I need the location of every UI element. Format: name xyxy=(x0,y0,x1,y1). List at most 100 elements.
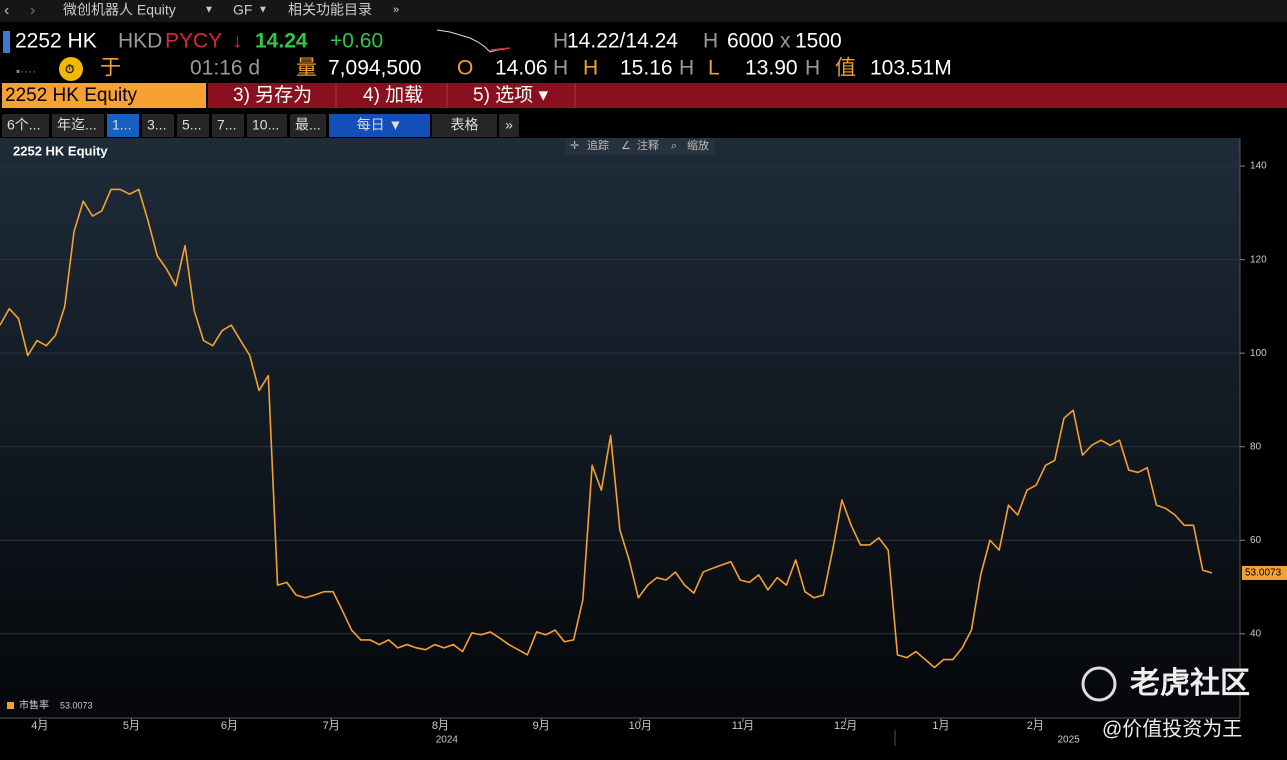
menu-bar xyxy=(208,83,1287,108)
pycy: PYCY xyxy=(165,30,222,53)
source-menu[interactable]: GF xyxy=(233,2,252,18)
tab[interactable] xyxy=(142,114,174,137)
price-change: +0.60 xyxy=(330,30,383,53)
tool-button[interactable]: 追踪 xyxy=(587,138,609,152)
dropdown-icon: ▼ xyxy=(204,5,214,16)
tab[interactable] xyxy=(499,114,519,137)
down-arrow: ↓ xyxy=(232,30,243,53)
value-label: 值 xyxy=(835,57,856,80)
tab-label: 1... xyxy=(112,117,131,133)
tab-label: 最... xyxy=(295,117,321,133)
security-menu[interactable]: 微创机器人 Equity xyxy=(63,2,176,18)
high: 15.16 xyxy=(620,57,673,80)
x-tick-label: 6月 xyxy=(221,720,238,732)
tab[interactable] xyxy=(247,114,287,137)
bid-size: 6000 xyxy=(727,30,774,53)
x-tick-label: 7月 xyxy=(323,720,340,732)
tool-icon: ✛ xyxy=(570,140,579,152)
ticker: 2252 HK xyxy=(15,30,97,53)
quote-marker xyxy=(3,31,10,53)
tab-label: 表格 xyxy=(451,117,479,133)
ask-flag: H xyxy=(703,30,718,53)
line-series xyxy=(0,188,1213,669)
tab-label: » xyxy=(505,117,513,133)
tab-label: 每日 ▼ xyxy=(357,117,403,133)
tab[interactable] xyxy=(2,114,49,137)
turnover: 103.51M xyxy=(870,57,952,80)
low-label: L xyxy=(708,57,720,80)
tab[interactable] xyxy=(290,114,326,137)
low: 13.90 xyxy=(745,57,798,80)
tool-button[interactable]: 缩放 xyxy=(687,138,709,152)
tab[interactable] xyxy=(212,114,244,137)
legend-name: 市售率 xyxy=(19,699,49,712)
chart: 40 60 80 100 120 140 4月 5月 6月 7月 8月 9月 10月 11月 12月 1月 2月… xyxy=(0,161,1287,746)
legend-value: 53.0073 xyxy=(60,700,93,710)
back-arrow[interactable]: ‹ xyxy=(4,2,9,19)
menu-item[interactable]: 5) 选项 ▾ xyxy=(473,84,548,106)
tab[interactable] xyxy=(432,114,497,137)
security-box[interactable] xyxy=(2,83,206,108)
tool-icon: ⌕ xyxy=(671,140,677,152)
bid-flag: H xyxy=(553,30,568,53)
x-tick-label: 10月 xyxy=(629,720,652,732)
high-label: H xyxy=(583,57,598,80)
tab[interactable] xyxy=(329,114,430,137)
menu-item[interactable]: 4) 加载 xyxy=(363,84,423,106)
dots: ▪···· xyxy=(16,64,36,78)
last-value-label: 53.0073 xyxy=(1245,568,1282,579)
menu-item[interactable]: 3) 另存为 xyxy=(233,84,312,106)
x-tick-label: 8月 xyxy=(432,720,449,732)
expand-icon: » xyxy=(393,4,399,16)
status-icon-glyph: ⏱ xyxy=(65,62,74,76)
tab[interactable] xyxy=(177,114,209,137)
tool-button[interactable]: 注释 xyxy=(637,138,659,152)
plot-area xyxy=(0,138,1240,718)
dropdown-icon: ▼ xyxy=(258,5,268,16)
last-value-tag xyxy=(1242,565,1287,580)
volume: 7,094,500 xyxy=(328,57,421,80)
x-tick-label: 4月 xyxy=(31,720,48,732)
open-label: O xyxy=(457,57,473,80)
chart-title: 2252 HK Equity xyxy=(13,143,108,158)
x-tick-label: 11月 xyxy=(732,720,754,732)
open: 14.06 xyxy=(495,57,548,80)
bid-ask: 14.22/14.24 xyxy=(567,30,678,53)
currency: HKD xyxy=(118,30,162,53)
axis-area xyxy=(1240,138,1287,718)
year-label: 2024 xyxy=(436,735,459,746)
y-tick-label: 80 xyxy=(1250,441,1262,452)
icon-text: 于 xyxy=(100,57,121,80)
sparkline-tail xyxy=(489,47,511,51)
tab-label: 年迄... xyxy=(57,117,97,133)
status-icon xyxy=(59,57,83,81)
time: 01:16 d xyxy=(190,57,260,80)
y-tick-label: 40 xyxy=(1250,628,1262,639)
tab-label: 5... xyxy=(182,117,201,133)
y-tick-label: 140 xyxy=(1250,161,1267,172)
y-tick-label: 120 xyxy=(1250,254,1267,265)
y-tick-label: 100 xyxy=(1250,348,1267,359)
related-menu[interactable]: 相关功能目录 xyxy=(288,2,372,18)
tab-label: 3... xyxy=(147,117,166,133)
tab[interactable] xyxy=(52,114,104,137)
x-tick-label: 12月 xyxy=(834,720,857,732)
y-tick-label: 60 xyxy=(1250,535,1262,546)
size-separator: x xyxy=(780,30,791,53)
low-flag: H xyxy=(805,57,820,80)
tab-label: 7... xyxy=(217,117,236,133)
tab[interactable] xyxy=(107,114,139,137)
watermark-brand: 老虎社区 xyxy=(1130,667,1250,700)
volume-label: 量 xyxy=(296,57,317,80)
tool-icon: ∠ xyxy=(621,140,631,152)
tab-label: 6个... xyxy=(7,117,40,133)
open-flag: H xyxy=(553,57,568,80)
last-price: 14.24 xyxy=(255,30,308,53)
forward-arrow[interactable]: › xyxy=(30,2,35,19)
watermark-logo xyxy=(1081,666,1117,702)
x-tick-label: 9月 xyxy=(533,720,550,732)
chart-toolbar xyxy=(565,138,715,155)
year-label: 2025 xyxy=(1057,735,1080,746)
